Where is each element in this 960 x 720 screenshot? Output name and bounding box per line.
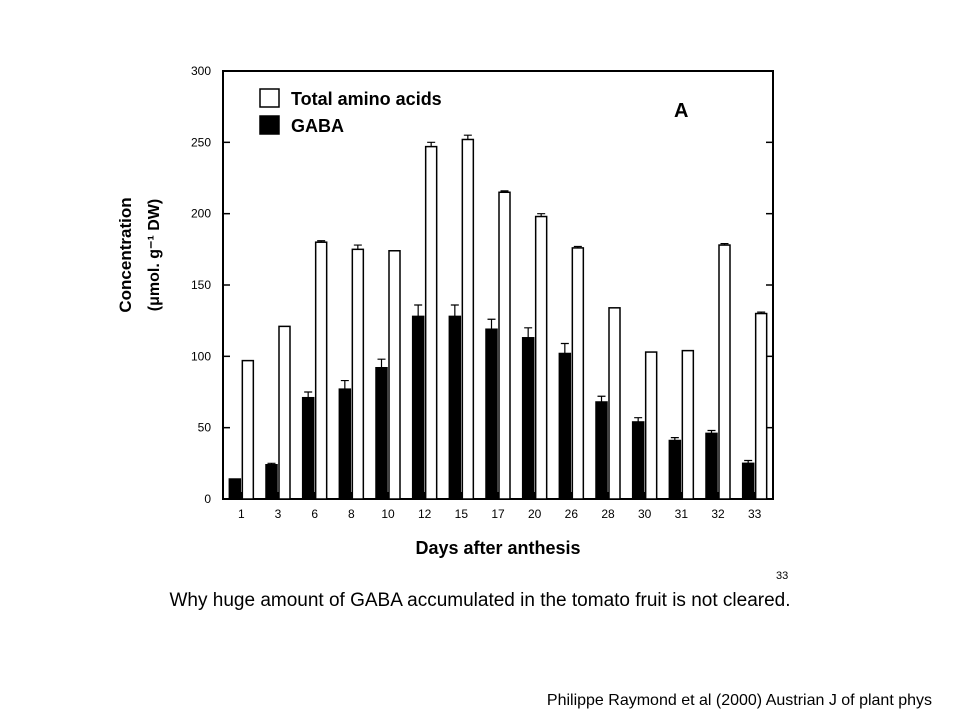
y-tick-label: 150 [191, 278, 211, 292]
y-tick-label: 200 [191, 207, 211, 221]
bar-total-amino-acids [388, 250, 401, 500]
bar-total-amino-acids [498, 191, 511, 500]
bar-gaba [411, 315, 425, 500]
x-tick-label: 1 [238, 507, 245, 521]
error-bar-gaba [634, 417, 643, 422]
bar-total-amino-acids [754, 312, 768, 500]
bar-total-amino-acids [241, 359, 255, 500]
bar-gaba [228, 478, 242, 500]
bar-chart: 0 50 100 150 200 250 300 1 3 6 8 10 12 15 17 20 26 28 30 3… [116, 64, 774, 558]
y-tick-label: 100 [191, 349, 211, 363]
bar-gaba [558, 352, 572, 500]
y-axis-unit: (μmol. g⁻¹ DW) [146, 199, 163, 311]
x-tick-label: 17 [491, 507, 505, 521]
error-bar-total-amino-acids [427, 141, 436, 147]
error-bar-gaba [340, 379, 349, 390]
x-axis: 1 3 6 8 10 12 15 17 20 26 28 30 31 32 33 [238, 492, 762, 521]
bar-total-amino-acids [278, 325, 291, 500]
error-bar-gaba [450, 304, 459, 317]
bar-total-amino-acids [681, 349, 695, 500]
error-bar-total-amino-acids [353, 244, 362, 250]
error-bar-gaba [597, 395, 606, 402]
error-bar-gaba [487, 318, 496, 330]
x-tick-label: 28 [601, 507, 615, 521]
error-bar-gaba [524, 327, 533, 338]
bar-gaba [741, 462, 755, 500]
x-tick-label: 6 [311, 507, 318, 521]
error-bar-gaba [670, 437, 679, 441]
error-bar-gaba [414, 304, 423, 317]
bar-gaba [631, 421, 645, 500]
legend-swatch-total-amino-acids [259, 88, 280, 108]
y-axis: 0 50 100 150 200 250 300 [191, 64, 773, 506]
y-axis-title: Concentration [116, 197, 135, 312]
slide-number: 33 [776, 570, 789, 582]
y-tick-label: 0 [204, 492, 211, 506]
bar-gaba [265, 464, 278, 500]
x-tick-label: 8 [348, 507, 355, 521]
bar-gaba [668, 439, 682, 500]
legend-label-gaba: GABA [291, 116, 344, 136]
panel-label: A [674, 100, 688, 122]
bar-gaba [375, 366, 388, 500]
error-bar-total-amino-acids [537, 213, 546, 217]
citation: Philippe Raymond et al (2000) Austrian J… [546, 692, 932, 709]
y-tick-label: 50 [198, 421, 212, 435]
error-bar-total-amino-acids [500, 190, 509, 193]
bar-total-amino-acids [718, 244, 731, 500]
x-tick-label: 26 [565, 507, 579, 521]
error-bar-gaba [560, 342, 569, 354]
bar-gaba [521, 337, 535, 500]
bar-gaba [448, 315, 462, 500]
error-bar-total-amino-acids [720, 243, 729, 246]
bar-gaba [301, 396, 315, 500]
bar-total-amino-acids [571, 247, 585, 500]
bar-gaba [338, 388, 352, 500]
question-text: Why huge amount of GABA accumulated in t… [169, 590, 791, 611]
bar-total-amino-acids [424, 145, 438, 500]
bar-total-amino-acids [351, 248, 365, 500]
y-tick-label: 300 [191, 64, 211, 78]
x-tick-label: 30 [638, 507, 652, 521]
x-tick-label: 3 [275, 507, 282, 521]
bar-total-amino-acids [314, 241, 328, 500]
bar-gaba [485, 328, 498, 500]
bar-gaba [595, 401, 608, 500]
x-tick-label: 32 [711, 507, 725, 521]
x-tick-label: 10 [381, 507, 395, 521]
bar-total-amino-acids [608, 307, 621, 500]
legend: Total amino acids GABA [259, 88, 442, 136]
x-tick-label: 31 [675, 507, 689, 521]
error-bar-gaba [377, 358, 386, 368]
error-bar-total-amino-acids [757, 311, 766, 314]
x-tick-label: 12 [418, 507, 432, 521]
bar-total-amino-acids [461, 138, 475, 500]
bar-total-amino-acids [534, 215, 548, 500]
error-bar-total-amino-acids [317, 240, 326, 243]
y-tick-label: 250 [191, 135, 211, 149]
error-bar-total-amino-acids [573, 245, 582, 248]
legend-label-total-amino-acids: Total amino acids [291, 89, 442, 109]
x-tick-label: 33 [748, 507, 762, 521]
error-bar-gaba [267, 462, 276, 465]
error-bar-gaba [707, 429, 716, 434]
x-tick-label: 20 [528, 507, 542, 521]
bar-total-amino-acids [644, 351, 658, 500]
bars [228, 134, 768, 500]
error-bar-gaba [744, 459, 753, 464]
bar-gaba [705, 432, 718, 500]
x-tick-label: 15 [455, 507, 469, 521]
error-bar-gaba [304, 391, 313, 398]
x-axis-title: Days after anthesis [415, 538, 580, 558]
legend-swatch-gaba [259, 115, 280, 135]
error-bar-total-amino-acids [463, 134, 472, 140]
